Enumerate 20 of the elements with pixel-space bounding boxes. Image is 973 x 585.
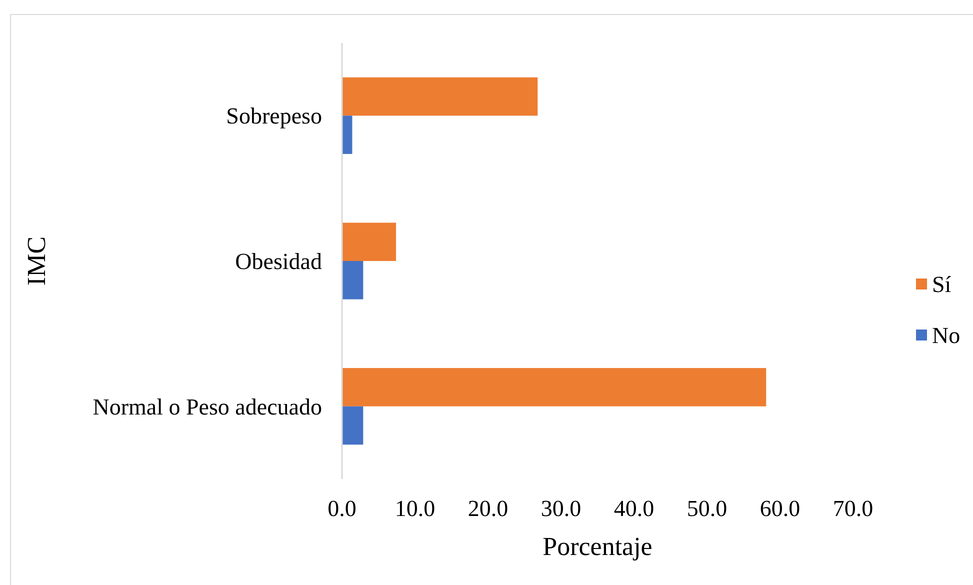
- x-tick-label: 10.0: [394, 496, 436, 521]
- bar: [342, 222, 396, 261]
- legend-label: No: [932, 322, 960, 348]
- x-tick-label: 70.0: [832, 496, 874, 521]
- x-tick-label: 40.0: [614, 496, 654, 521]
- y-axis-title: IMC: [22, 236, 51, 286]
- y-tick-label: Normal o Peso adecuado: [92, 394, 322, 419]
- bar: [342, 406, 364, 445]
- y-tick-label: Obesidad: [235, 248, 322, 274]
- x-tick-label: 50.0: [686, 496, 728, 521]
- bar: [342, 261, 364, 300]
- x-tick-label: 60.0: [760, 496, 800, 521]
- x-axis-title: Porcentaje: [542, 532, 652, 561]
- x-tick-label: 30.0: [540, 496, 582, 521]
- legend-label: Sí: [932, 272, 952, 296]
- x-tick-label: 20.0: [468, 496, 508, 521]
- bar: [342, 77, 538, 116]
- bar: [342, 368, 766, 406]
- y-tick-label: Sobrepeso: [226, 103, 322, 128]
- x-tick-label: 0.0: [328, 496, 356, 521]
